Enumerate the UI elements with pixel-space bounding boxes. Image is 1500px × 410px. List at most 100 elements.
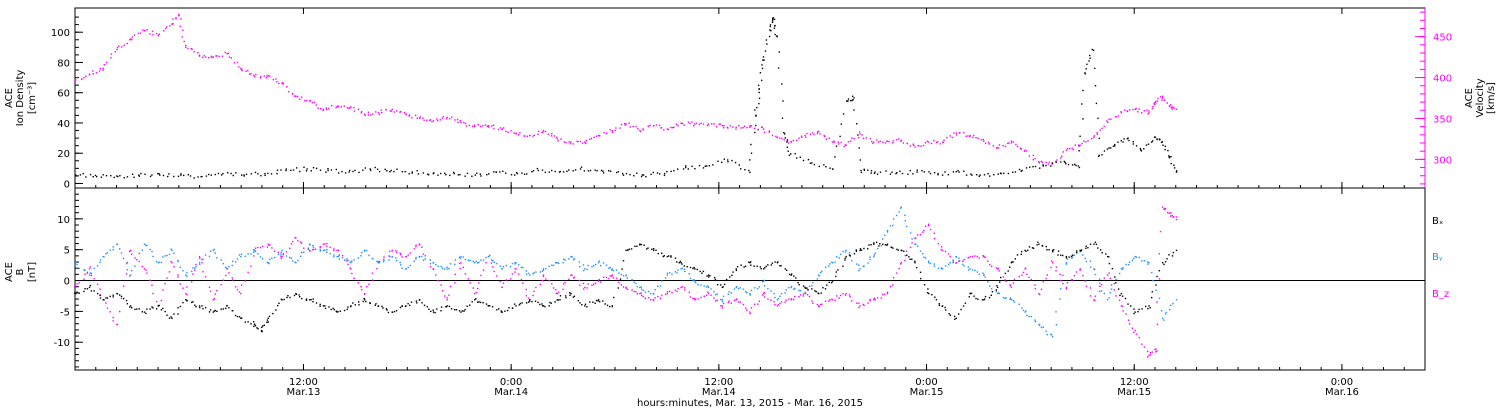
by-series-point (742, 288, 745, 290)
bx-series-point (914, 260, 916, 262)
bx-series-point (655, 249, 657, 251)
velocity-series-point (749, 125, 751, 127)
by-series-point (1045, 330, 1047, 332)
bz-series-point (329, 246, 331, 249)
by-series-point (1050, 334, 1053, 336)
velocity-series-point (805, 136, 807, 138)
by-series-point (267, 262, 269, 264)
velocity-series-point (370, 114, 372, 116)
density-series-point (566, 170, 568, 172)
by-series-point (388, 259, 390, 261)
bz-series-point (84, 273, 86, 275)
density-series-point (537, 169, 540, 172)
by-series-point (971, 269, 974, 271)
velocity-series-point (429, 119, 432, 121)
velocity-series-point (1161, 99, 1163, 101)
bz-series-point (535, 286, 537, 289)
bz-series-point (216, 290, 218, 292)
bz-series-point (1050, 260, 1053, 262)
velocity-series-point (1148, 110, 1150, 112)
by-series-point (625, 274, 627, 276)
density-series-point (1097, 117, 1099, 119)
bottom-y-tick-label: 5 (64, 246, 70, 257)
density-series-point (89, 173, 92, 176)
by-series-point (1162, 317, 1164, 319)
bz-series-point (160, 299, 163, 302)
bz-series-point (757, 303, 759, 305)
density-series-point (1032, 166, 1034, 168)
density-series-point (762, 56, 765, 58)
velocity-series-point (155, 32, 158, 35)
by-series-point (485, 256, 487, 259)
density-series-point (857, 134, 859, 136)
density-series-point (177, 175, 180, 177)
bx-series-point (96, 292, 99, 295)
velocity-series-point (792, 139, 794, 142)
bz-series-point (558, 291, 560, 293)
bx-series-point (964, 302, 967, 304)
bz-series-point (657, 295, 659, 298)
by-series-point (681, 267, 684, 269)
density-series-point (622, 174, 625, 176)
bx-series-point (611, 305, 613, 307)
x-tick-label-date: Mar.14 (702, 387, 736, 398)
density-series-point (825, 166, 827, 168)
density-series-point (809, 162, 812, 164)
bz-series-point (208, 286, 211, 288)
bz-series-point (1099, 285, 1101, 287)
density-series-point (670, 170, 672, 173)
bx-series-point (1020, 250, 1023, 253)
by-series-point (443, 268, 446, 270)
density-series-point (1098, 154, 1100, 157)
bx-series-point (919, 271, 922, 273)
density-series-point (1114, 143, 1116, 146)
bx-series-point (460, 311, 462, 313)
by-series-point (173, 252, 175, 254)
bx-series-point (1127, 303, 1129, 305)
velocity-series-point (882, 141, 884, 143)
velocity-series-point (408, 114, 411, 116)
velocity-series-point (198, 54, 201, 56)
bx-series-point (667, 255, 670, 257)
bz-series-point (587, 283, 589, 285)
density-series-point (476, 172, 478, 174)
bx-series-point (1093, 243, 1095, 245)
bz-series-point (842, 293, 844, 295)
by-series-point (119, 248, 121, 250)
bz-series-point (152, 292, 154, 295)
bz-series-point (337, 249, 340, 251)
by-series-point (848, 252, 851, 254)
by-series-point (125, 262, 128, 265)
velocity-series-point (955, 132, 957, 134)
bz-series-point (204, 276, 207, 278)
velocity-series-point (973, 134, 975, 137)
velocity-series-point (687, 121, 690, 123)
by-series-point (1040, 326, 1043, 329)
bx-series-point (968, 296, 970, 298)
by-series-point (583, 269, 585, 272)
velocity-series-point (946, 136, 948, 139)
velocity-series-point (706, 124, 709, 127)
bz-series-point (76, 283, 78, 285)
bz-series-point (289, 247, 291, 249)
bx-series-point (1166, 258, 1168, 260)
by-series-point (886, 231, 889, 233)
velocity-series-point (667, 128, 670, 131)
bx-series-point (515, 305, 517, 307)
velocity-series-point (1048, 161, 1051, 163)
bx-series-point (736, 266, 739, 268)
velocity-series-point (1020, 148, 1022, 150)
bx-series-point (423, 304, 426, 306)
bz-series-point (1167, 211, 1169, 214)
by-series-point (914, 243, 916, 245)
bz-series-point (1171, 214, 1173, 217)
bz-series-point (1134, 329, 1136, 332)
bz-series-point (642, 295, 644, 298)
velocity-series-point (460, 121, 462, 124)
density-series-point (151, 174, 153, 176)
top-left-y-tick-label: 0 (64, 179, 70, 190)
bx-series-point (305, 298, 308, 300)
by-series-point (642, 289, 644, 292)
density-series-point (1045, 164, 1047, 167)
bz-series-point (884, 293, 886, 295)
